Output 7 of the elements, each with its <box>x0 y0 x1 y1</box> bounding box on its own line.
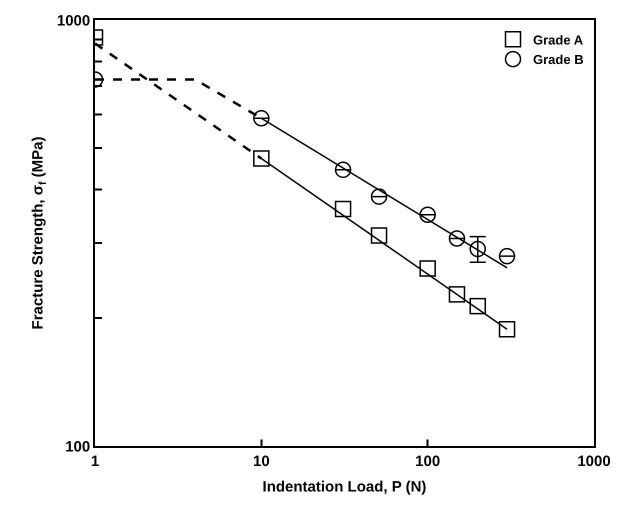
x-tick-label: 100 <box>415 452 440 470</box>
legend-label: Grade B <box>533 52 584 68</box>
x-axis-title: Indentation Load, P (N) <box>262 478 426 496</box>
x-tick-label: 1 <box>90 452 100 470</box>
x-tick-label: 1000 <box>577 452 611 470</box>
legend-label: Grade A <box>533 32 584 48</box>
x-tick-label: 10 <box>252 452 270 470</box>
